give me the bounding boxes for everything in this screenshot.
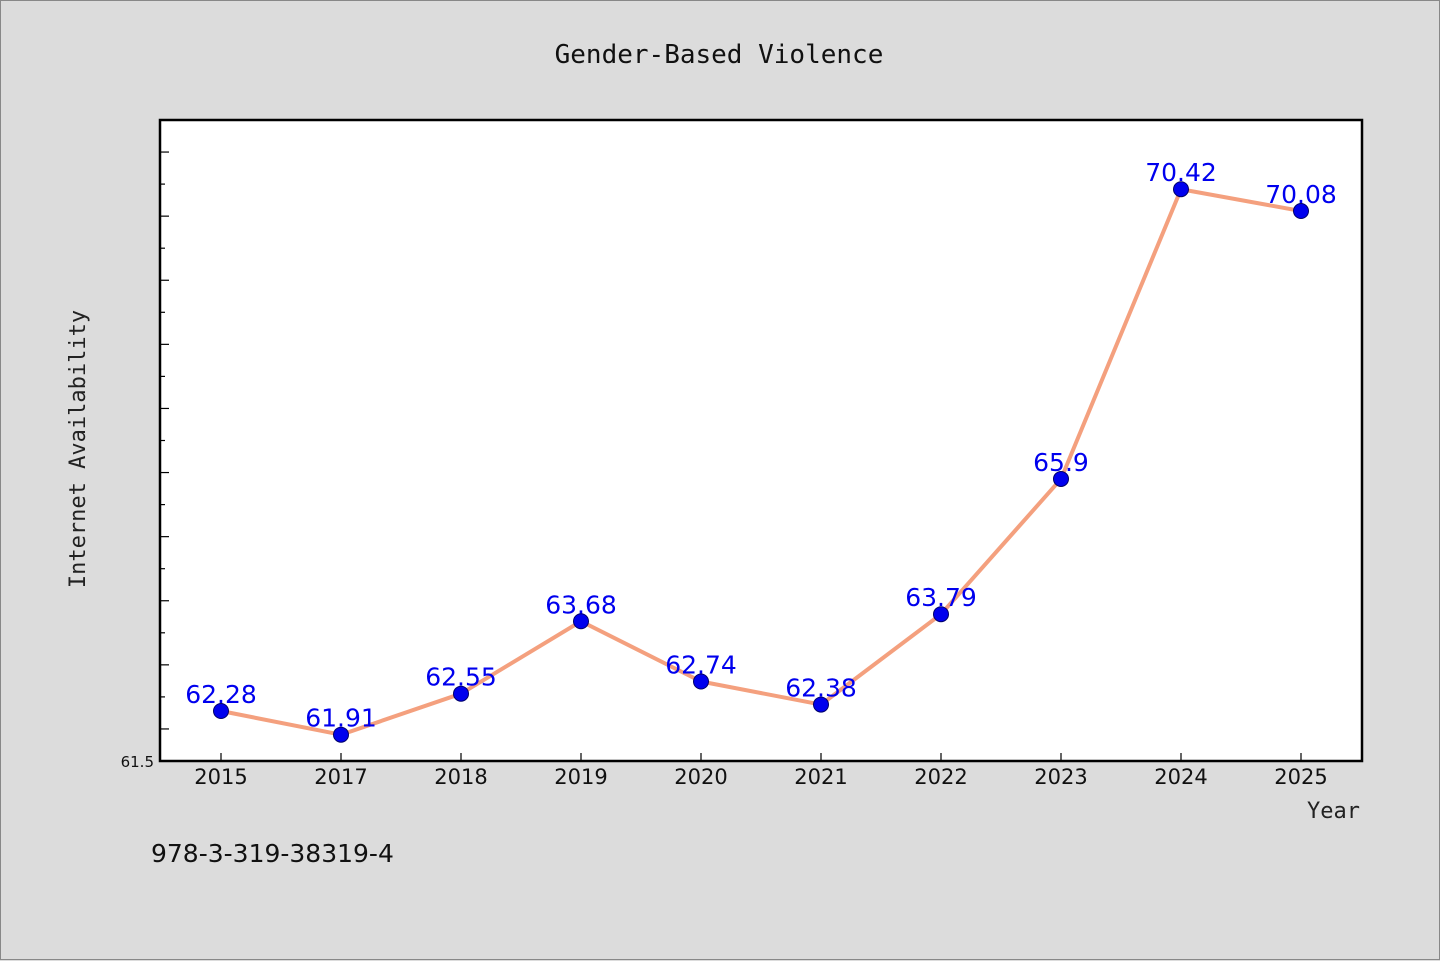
data-label: 70.08	[1265, 180, 1337, 209]
x-tick-label: 2025	[1274, 765, 1327, 789]
data-label: 63.68	[545, 590, 617, 619]
x-axis-tick-labels: 2015 2017 2018 2019 2020 2021 2022 2023 2024 2025	[194, 765, 1327, 789]
data-label: 62.55	[425, 663, 497, 692]
x-tick-label: 2021	[794, 765, 847, 789]
data-labels: 62.28 61.91 62.55 63.68 62.74 62.38 63.79 65.9 7…	[185, 158, 1337, 732]
x-axis-ticks	[220, 753, 1302, 761]
y-axis-ticks	[160, 119, 169, 762]
series-line	[220, 187, 1302, 737]
x-tick-label: 2022	[914, 765, 967, 789]
x-tick-label: 2017	[314, 765, 367, 789]
footer-isbn: 978-3-319-38319-4	[151, 839, 394, 868]
x-tick-label: 2024	[1154, 765, 1207, 789]
x-tick-label: 2020	[674, 765, 727, 789]
plot-area	[158, 118, 1364, 763]
data-label: 70.42	[1145, 158, 1217, 187]
x-axis-title: Year	[1307, 799, 1360, 824]
x-tick-label: 2023	[1034, 765, 1087, 789]
data-point	[933, 606, 949, 623]
data-point	[1293, 203, 1309, 220]
data-point	[213, 703, 229, 720]
data-label: 65.9	[1033, 448, 1089, 477]
data-label: 62.38	[785, 674, 857, 703]
data-label: 61.91	[305, 704, 377, 733]
data-label: 62.74	[665, 651, 737, 680]
data-point	[1053, 470, 1069, 487]
x-tick-label: 2018	[434, 765, 487, 789]
data-point	[453, 685, 469, 702]
data-label: 63.79	[905, 583, 977, 612]
x-tick-label: 2019	[554, 765, 607, 789]
data-point	[693, 673, 709, 690]
data-point	[813, 696, 829, 713]
x-tick-label: 2015	[194, 765, 247, 789]
y-axis-min-label: 61.5	[121, 753, 154, 771]
data-point	[573, 613, 589, 630]
chart-title: Gender-Based Violence	[555, 40, 884, 70]
y-axis-title: Internet Availability	[66, 310, 91, 588]
data-point	[333, 726, 349, 743]
data-points	[213, 181, 1309, 743]
data-label: 62.28	[185, 680, 257, 709]
data-point	[1173, 181, 1189, 198]
